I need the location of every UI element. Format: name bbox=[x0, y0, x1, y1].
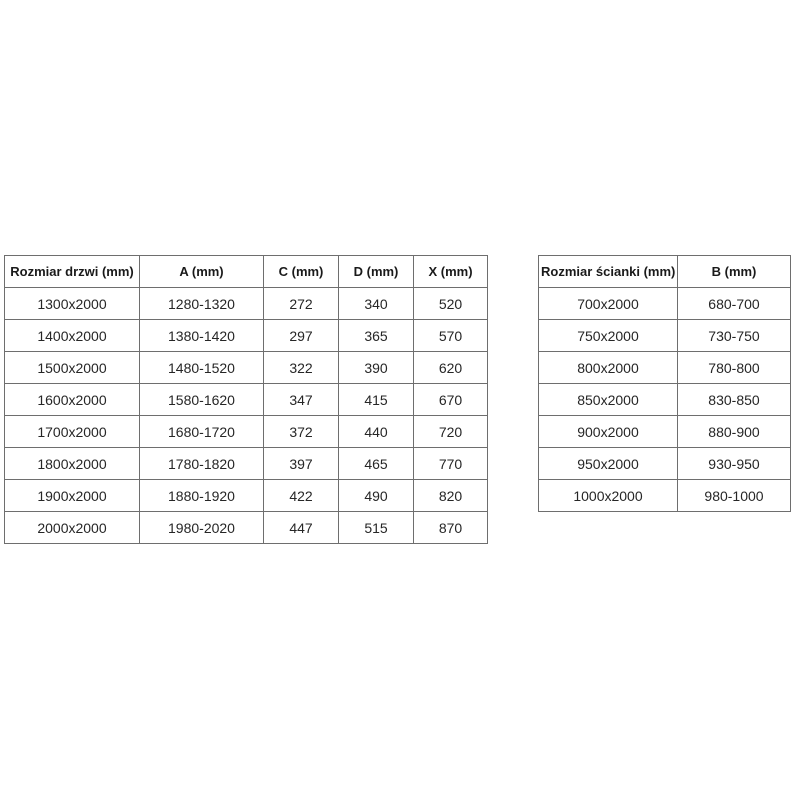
table-cell: 780-800 bbox=[677, 351, 791, 384]
table-header-row: Rozmiar ścianki (mm) B (mm) bbox=[538, 255, 791, 288]
table-cell: 820 bbox=[413, 479, 488, 512]
table-cell: 490 bbox=[338, 479, 414, 512]
column-header-x: X (mm) bbox=[413, 255, 488, 288]
table-cell: 730-750 bbox=[677, 319, 791, 352]
table-cell: 1500x2000 bbox=[4, 351, 140, 384]
table-row: 900x2000 880-900 bbox=[538, 415, 791, 448]
table-row: 750x2000 730-750 bbox=[538, 319, 791, 352]
column-header-a: A (mm) bbox=[139, 255, 264, 288]
table-cell: 1780-1820 bbox=[139, 447, 264, 480]
table-cell: 1000x2000 bbox=[538, 479, 678, 512]
table-cell: 670 bbox=[413, 383, 488, 416]
table-cell: 870 bbox=[413, 511, 488, 544]
table-row: 850x2000 830-850 bbox=[538, 383, 791, 416]
table-cell: 900x2000 bbox=[538, 415, 678, 448]
table-cell: 570 bbox=[413, 319, 488, 352]
table-cell: 1900x2000 bbox=[4, 479, 140, 512]
table-cell: 372 bbox=[263, 415, 339, 448]
table-row: 700x2000 680-700 bbox=[538, 287, 791, 320]
table-cell: 750x2000 bbox=[538, 319, 678, 352]
table-cell: 322 bbox=[263, 351, 339, 384]
table-cell: 1880-1920 bbox=[139, 479, 264, 512]
column-header-rozmiar-drzwi: Rozmiar drzwi (mm) bbox=[4, 255, 140, 288]
table-cell: 800x2000 bbox=[538, 351, 678, 384]
table-row: 1400x2000 1380-1420 297 365 570 bbox=[4, 319, 488, 352]
column-header-rozmiar-scianki: Rozmiar ścianki (mm) bbox=[538, 255, 678, 288]
table-cell: 1600x2000 bbox=[4, 383, 140, 416]
column-header-b: B (mm) bbox=[677, 255, 791, 288]
table-cell: 930-950 bbox=[677, 447, 791, 480]
table-cell: 415 bbox=[338, 383, 414, 416]
table-cell: 297 bbox=[263, 319, 339, 352]
table-cell: 950x2000 bbox=[538, 447, 678, 480]
table-header-row: Rozmiar drzwi (mm) A (mm) C (mm) D (mm) … bbox=[4, 255, 488, 288]
table-cell: 1380-1420 bbox=[139, 319, 264, 352]
table-row: 800x2000 780-800 bbox=[538, 351, 791, 384]
table-cell: 1680-1720 bbox=[139, 415, 264, 448]
table-cell: 422 bbox=[263, 479, 339, 512]
table-row: 1600x2000 1580-1620 347 415 670 bbox=[4, 383, 488, 416]
table-cell: 1980-2020 bbox=[139, 511, 264, 544]
table-cell: 1280-1320 bbox=[139, 287, 264, 320]
table-row: 1300x2000 1280-1320 272 340 520 bbox=[4, 287, 488, 320]
table-cell: 515 bbox=[338, 511, 414, 544]
table-cell: 447 bbox=[263, 511, 339, 544]
table-row: 2000x2000 1980-2020 447 515 870 bbox=[4, 511, 488, 544]
table-cell: 1400x2000 bbox=[4, 319, 140, 352]
table-cell: 2000x2000 bbox=[4, 511, 140, 544]
table-cell: 440 bbox=[338, 415, 414, 448]
table-cell: 272 bbox=[263, 287, 339, 320]
table-cell: 770 bbox=[413, 447, 488, 480]
door-size-table: Rozmiar drzwi (mm) A (mm) C (mm) D (mm) … bbox=[4, 255, 488, 544]
table-cell: 720 bbox=[413, 415, 488, 448]
table-cell: 1700x2000 bbox=[4, 415, 140, 448]
table-cell: 465 bbox=[338, 447, 414, 480]
wall-size-table: Rozmiar ścianki (mm) B (mm) 700x2000 680-… bbox=[538, 255, 791, 512]
table-cell: 1300x2000 bbox=[4, 287, 140, 320]
column-header-d: D (mm) bbox=[338, 255, 414, 288]
table-row: 1800x2000 1780-1820 397 465 770 bbox=[4, 447, 488, 480]
table-cell: 1480-1520 bbox=[139, 351, 264, 384]
table-cell: 520 bbox=[413, 287, 488, 320]
table-cell: 340 bbox=[338, 287, 414, 320]
table-row: 1500x2000 1480-1520 322 390 620 bbox=[4, 351, 488, 384]
table-cell: 830-850 bbox=[677, 383, 791, 416]
table-cell: 347 bbox=[263, 383, 339, 416]
table-cell: 390 bbox=[338, 351, 414, 384]
table-cell: 365 bbox=[338, 319, 414, 352]
table-cell: 680-700 bbox=[677, 287, 791, 320]
table-cell: 1800x2000 bbox=[4, 447, 140, 480]
table-cell: 620 bbox=[413, 351, 488, 384]
table-row: 1900x2000 1880-1920 422 490 820 bbox=[4, 479, 488, 512]
table-cell: 700x2000 bbox=[538, 287, 678, 320]
table-row: 1000x2000 980-1000 bbox=[538, 479, 791, 512]
table-cell: 850x2000 bbox=[538, 383, 678, 416]
table-row: 950x2000 930-950 bbox=[538, 447, 791, 480]
table-cell: 980-1000 bbox=[677, 479, 791, 512]
table-cell: 1580-1620 bbox=[139, 383, 264, 416]
table-row: 1700x2000 1680-1720 372 440 720 bbox=[4, 415, 488, 448]
column-header-c: C (mm) bbox=[263, 255, 339, 288]
table-cell: 880-900 bbox=[677, 415, 791, 448]
table-cell: 397 bbox=[263, 447, 339, 480]
